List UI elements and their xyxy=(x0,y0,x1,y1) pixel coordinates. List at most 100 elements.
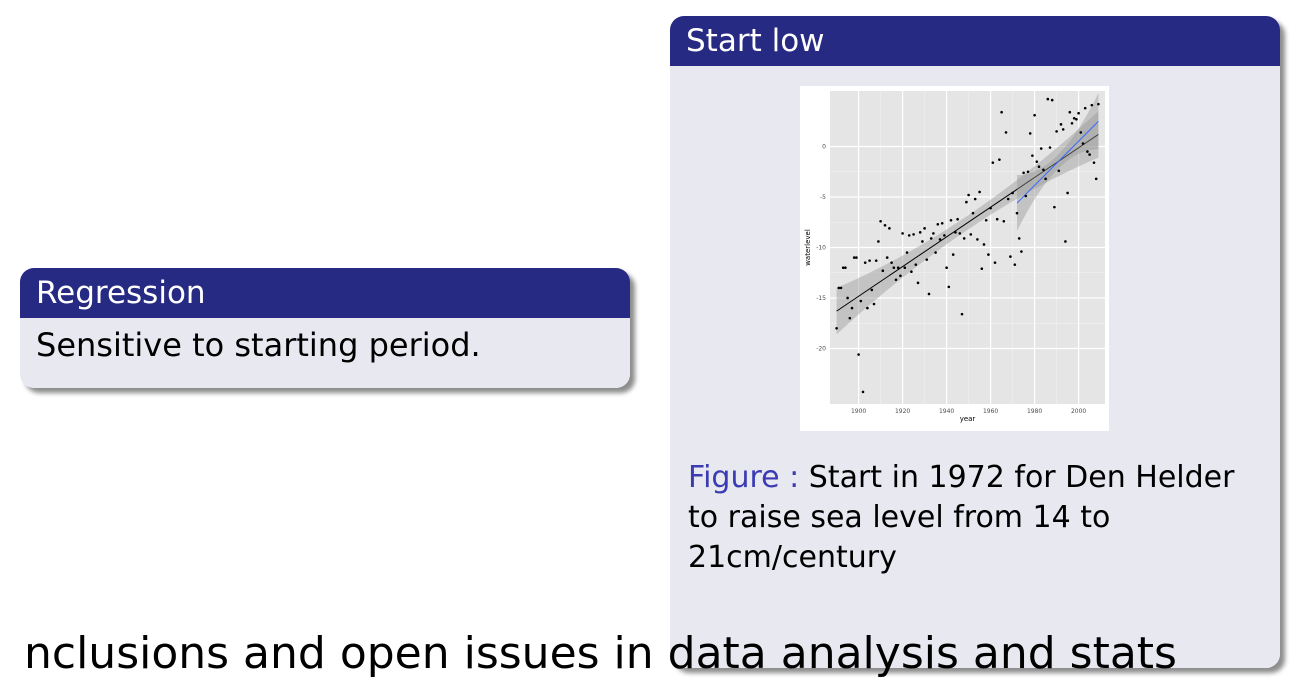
x-axis-label: year xyxy=(960,415,976,423)
data-point xyxy=(1083,106,1087,110)
data-point xyxy=(1066,191,1069,195)
data-point xyxy=(984,218,988,222)
data-point xyxy=(1020,250,1023,253)
data-point xyxy=(956,217,959,221)
data-point xyxy=(1028,132,1032,135)
data-point xyxy=(1072,116,1076,120)
data-point xyxy=(1042,168,1045,172)
data-point xyxy=(925,258,929,261)
data-point xyxy=(960,312,964,316)
x-tick-label: 1940 xyxy=(939,408,954,415)
data-point xyxy=(1004,131,1008,134)
data-point xyxy=(965,200,968,204)
data-point xyxy=(940,221,944,225)
regression-block: Regression Sensitive to starting period. xyxy=(20,268,630,388)
start-low-block: Start low 1900 1920 1940 1960 1980 2000 -20 -15… xyxy=(670,16,1280,668)
trend-line-since-1972 xyxy=(1016,120,1099,204)
figure-caption-label: Figure : xyxy=(688,460,800,495)
data-point xyxy=(1035,160,1039,163)
data-point xyxy=(921,240,924,243)
data-point xyxy=(989,206,992,210)
data-point xyxy=(841,266,845,269)
data-point xyxy=(1090,103,1094,107)
data-point xyxy=(1031,154,1034,157)
data-point xyxy=(861,390,865,394)
data-point xyxy=(892,266,896,269)
data-point xyxy=(918,231,922,234)
data-point xyxy=(1011,191,1014,195)
data-point xyxy=(1070,122,1074,125)
x-tick-label: 1980 xyxy=(1027,408,1042,415)
data-point xyxy=(894,278,898,282)
data-point xyxy=(934,251,937,254)
data-point xyxy=(883,223,887,227)
data-point xyxy=(1068,110,1072,114)
y-tick-label: -20 xyxy=(816,345,826,352)
data-point xyxy=(1033,113,1036,117)
data-point xyxy=(945,266,948,269)
data-point xyxy=(1044,177,1047,181)
regression-block-title: Regression xyxy=(20,268,630,318)
data-point xyxy=(1086,150,1089,153)
data-point xyxy=(1000,110,1003,114)
data-point xyxy=(991,161,995,164)
y-tick-label: 0 xyxy=(822,144,826,151)
data-point xyxy=(1081,142,1085,145)
data-point xyxy=(1079,131,1083,134)
data-point xyxy=(872,302,876,306)
data-point xyxy=(958,232,962,235)
data-point xyxy=(993,261,997,264)
trend-line-full-period xyxy=(836,134,1099,312)
data-point xyxy=(1077,111,1080,115)
figure-caption-text: Start in 1972 for Den Helder to raise se… xyxy=(688,460,1235,575)
data-point xyxy=(1037,165,1041,169)
data-point xyxy=(936,222,940,226)
data-point xyxy=(951,253,955,256)
data-point xyxy=(1064,240,1067,243)
data-point xyxy=(1026,170,1030,174)
data-point xyxy=(868,259,871,262)
data-point xyxy=(1006,197,1010,201)
data-point xyxy=(1097,102,1100,106)
data-point xyxy=(1092,161,1096,164)
data-point xyxy=(852,256,856,259)
x-tick-label: 2000 xyxy=(1071,408,1086,415)
data-point xyxy=(899,274,902,278)
data-point xyxy=(1002,219,1006,223)
data-point xyxy=(835,326,838,330)
data-point xyxy=(967,193,970,197)
data-point xyxy=(1024,194,1028,198)
data-point xyxy=(980,267,984,271)
data-point xyxy=(1039,147,1043,150)
data-point xyxy=(938,238,942,241)
data-point xyxy=(943,234,946,237)
data-point xyxy=(1048,146,1052,149)
x-tick-label: 1960 xyxy=(983,408,998,415)
start-low-block-body: 1900 1920 1940 1960 1980 2000 -20 -15 -10 -5 0 year… xyxy=(670,66,1280,668)
waterlevel-scatter-chart: 1900 1920 1940 1960 1980 2000 -20 -15 -10 -5 0 year… xyxy=(804,91,1105,423)
data-point xyxy=(954,231,957,234)
data-point xyxy=(1022,171,1025,175)
data-point xyxy=(859,299,863,303)
data-point xyxy=(949,218,953,222)
data-point xyxy=(976,238,979,241)
data-point xyxy=(881,269,885,273)
data-point xyxy=(912,233,915,236)
data-point xyxy=(1046,97,1050,101)
data-point xyxy=(1061,128,1065,131)
data-point xyxy=(870,288,874,292)
data-point xyxy=(916,281,920,285)
data-point xyxy=(1059,123,1063,126)
data-point xyxy=(1053,205,1056,209)
data-point xyxy=(1013,263,1017,266)
data-point xyxy=(971,211,975,215)
data-point xyxy=(1057,169,1061,173)
data-point xyxy=(879,219,882,223)
data-point xyxy=(995,217,999,221)
data-point xyxy=(905,251,909,254)
data-point xyxy=(848,316,852,320)
data-point xyxy=(837,286,841,290)
data-point xyxy=(907,234,911,237)
x-tick-label: 1920 xyxy=(895,408,910,415)
data-point xyxy=(969,233,973,236)
